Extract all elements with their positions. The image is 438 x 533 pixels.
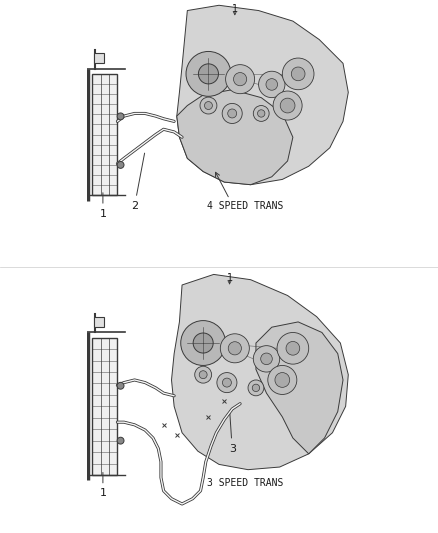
Circle shape: [228, 109, 237, 118]
Bar: [92, 74, 117, 195]
Circle shape: [117, 382, 124, 389]
Bar: [94, 317, 104, 327]
Text: 1: 1: [99, 193, 106, 219]
Polygon shape: [177, 90, 293, 185]
Circle shape: [117, 437, 124, 444]
Circle shape: [283, 58, 314, 90]
Circle shape: [220, 334, 249, 363]
Polygon shape: [256, 322, 343, 454]
Circle shape: [275, 373, 290, 387]
Circle shape: [277, 333, 309, 364]
Bar: [94, 53, 104, 63]
Circle shape: [200, 97, 217, 114]
Circle shape: [117, 113, 124, 120]
Circle shape: [233, 72, 247, 86]
Circle shape: [291, 67, 305, 80]
Circle shape: [226, 64, 254, 94]
Text: 1: 1: [226, 273, 233, 283]
Text: 3: 3: [229, 412, 236, 454]
Text: 1: 1: [232, 4, 238, 14]
Circle shape: [258, 110, 265, 117]
Bar: [92, 338, 117, 475]
Circle shape: [181, 320, 226, 366]
Circle shape: [199, 371, 207, 378]
Circle shape: [205, 102, 212, 109]
Circle shape: [186, 52, 231, 96]
Circle shape: [252, 384, 260, 392]
Circle shape: [117, 161, 124, 168]
Circle shape: [248, 380, 264, 396]
Circle shape: [198, 64, 219, 84]
Circle shape: [286, 342, 300, 355]
Circle shape: [266, 79, 278, 90]
Text: 4 SPEED TRANS: 4 SPEED TRANS: [207, 201, 283, 211]
Circle shape: [228, 342, 241, 355]
Circle shape: [280, 98, 295, 113]
Circle shape: [273, 91, 302, 120]
Polygon shape: [177, 5, 348, 185]
Circle shape: [217, 373, 237, 393]
Circle shape: [253, 346, 280, 372]
Circle shape: [195, 366, 212, 383]
Circle shape: [253, 106, 269, 122]
Text: 1: 1: [99, 472, 106, 498]
Circle shape: [268, 366, 297, 394]
Polygon shape: [172, 274, 348, 470]
Circle shape: [193, 333, 213, 353]
Circle shape: [258, 71, 285, 98]
Circle shape: [223, 378, 231, 387]
Text: 2: 2: [131, 153, 145, 211]
Text: 3 SPEED TRANS: 3 SPEED TRANS: [207, 478, 283, 488]
Circle shape: [222, 103, 242, 124]
Circle shape: [261, 353, 272, 365]
